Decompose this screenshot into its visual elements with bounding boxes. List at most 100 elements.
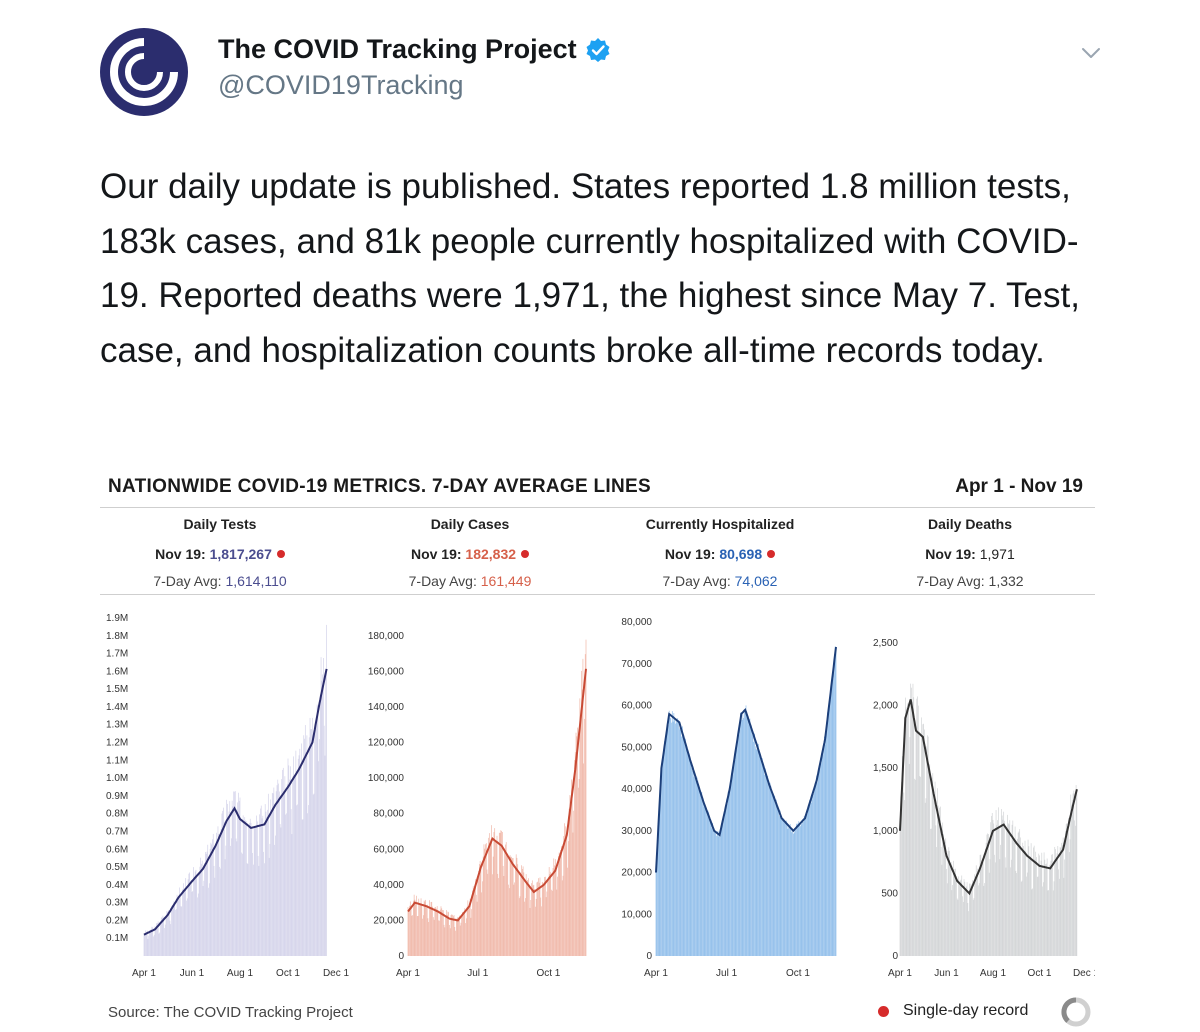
daily-bar — [674, 719, 675, 956]
metric-day-value: 80,698 — [719, 546, 763, 562]
daily-bar — [657, 845, 658, 956]
daily-bar — [462, 912, 463, 956]
daily-bar — [1050, 860, 1052, 956]
daily-bar — [771, 792, 772, 956]
daily-bar — [667, 727, 668, 956]
daily-bar — [922, 724, 924, 956]
daily-bar — [282, 767, 284, 956]
y-tick-label: 10,000 — [621, 909, 652, 920]
daily-bar — [291, 834, 293, 956]
chart-card[interactable]: NATIONWIDE COVID-19 METRICS. 7-DAY AVERA… — [100, 466, 1095, 1032]
avg-line — [143, 668, 328, 936]
daily-bar — [723, 816, 725, 956]
daily-bar — [189, 872, 190, 956]
display-name[interactable]: The COVID Tracking Project — [218, 34, 611, 65]
daily-bar — [258, 865, 260, 956]
chevron-down-icon[interactable] — [1078, 40, 1104, 66]
daily-bar — [223, 807, 224, 956]
daily-bar — [227, 816, 229, 956]
daily-bar — [972, 899, 974, 956]
daily-bar — [943, 840, 945, 956]
loading-spinner-icon — [1061, 997, 1091, 1027]
daily-bar — [171, 905, 173, 956]
daily-bar — [1013, 837, 1014, 956]
daily-bar — [577, 727, 578, 956]
daily-bar — [304, 725, 306, 956]
daily-bar — [717, 831, 719, 956]
daily-bar — [799, 826, 801, 956]
daily-bar — [758, 743, 759, 956]
daily-bar — [739, 729, 741, 956]
daily-bar — [830, 683, 832, 956]
daily-bar — [680, 729, 682, 956]
daily-bar — [146, 930, 148, 956]
daily-bar — [902, 750, 904, 956]
daily-bar — [1036, 876, 1038, 956]
daily-bar — [158, 933, 160, 956]
daily-bar — [321, 680, 323, 956]
daily-bar — [574, 760, 575, 956]
daily-bar — [190, 879, 192, 956]
daily-bar — [997, 807, 999, 956]
daily-bar — [1023, 846, 1024, 956]
daily-bar — [454, 926, 456, 956]
daily-bar — [542, 882, 544, 956]
daily-bar — [152, 927, 154, 956]
daily-bar — [974, 874, 976, 956]
daily-bar — [561, 846, 562, 956]
daily-bar — [256, 821, 258, 956]
daily-bar — [508, 884, 509, 956]
metric-name: Daily Deaths — [927, 516, 1013, 532]
daily-bar — [757, 750, 758, 956]
metric-currently-hospitalized: Currently Hospitalized Nov 19: 80,698 7-… — [600, 516, 840, 589]
daily-bar — [661, 768, 662, 956]
daily-bar — [554, 865, 555, 956]
source-credit: Source: The COVID Tracking Project — [108, 1004, 353, 1021]
daily-bar — [157, 923, 158, 956]
daily-bar — [452, 914, 453, 956]
daily-bar — [287, 758, 289, 956]
daily-bar — [949, 850, 950, 956]
y-tick-label: 60,000 — [373, 844, 404, 855]
daily-bar — [998, 825, 1000, 956]
daily-bar — [249, 818, 251, 956]
daily-bar — [531, 880, 533, 956]
daily-bar — [662, 760, 664, 956]
daily-bar — [929, 764, 931, 956]
daily-bar — [834, 654, 835, 956]
daily-bar — [207, 844, 209, 956]
daily-bar — [971, 884, 972, 956]
daily-bar — [944, 841, 946, 956]
daily-bar — [522, 866, 524, 956]
card-date-range: Apr 1 - Nov 19 — [955, 476, 1083, 497]
avatar[interactable] — [100, 28, 188, 116]
daily-bar — [702, 803, 704, 956]
daily-bar — [285, 814, 286, 956]
daily-bar — [1052, 890, 1054, 956]
daily-bar — [480, 867, 482, 956]
daily-bar — [269, 843, 271, 956]
daily-bar — [995, 810, 997, 956]
metric-name: Currently Hospitalized — [645, 516, 795, 532]
daily-bar — [1061, 842, 1062, 956]
daily-bar — [413, 900, 414, 956]
daily-bar — [550, 871, 552, 956]
daily-bar — [541, 881, 543, 956]
daily-bar — [430, 901, 432, 956]
daily-bar — [951, 890, 953, 956]
account-handle[interactable]: @COVID19Tracking — [218, 70, 464, 100]
avg-line — [655, 646, 837, 873]
daily-bar — [911, 701, 913, 956]
x-tick-label: Jun 1 — [934, 968, 959, 979]
daily-bar — [678, 720, 679, 956]
daily-bar — [966, 882, 968, 956]
metric-day-value: 1,971 — [979, 546, 1015, 562]
daily-bar — [803, 821, 804, 956]
daily-bar — [697, 780, 699, 956]
daily-bar — [1008, 824, 1010, 956]
daily-bar — [313, 793, 315, 956]
daily-bar — [436, 908, 437, 956]
daily-bar — [488, 833, 490, 956]
daily-bar — [765, 768, 766, 956]
daily-bar — [504, 848, 506, 956]
